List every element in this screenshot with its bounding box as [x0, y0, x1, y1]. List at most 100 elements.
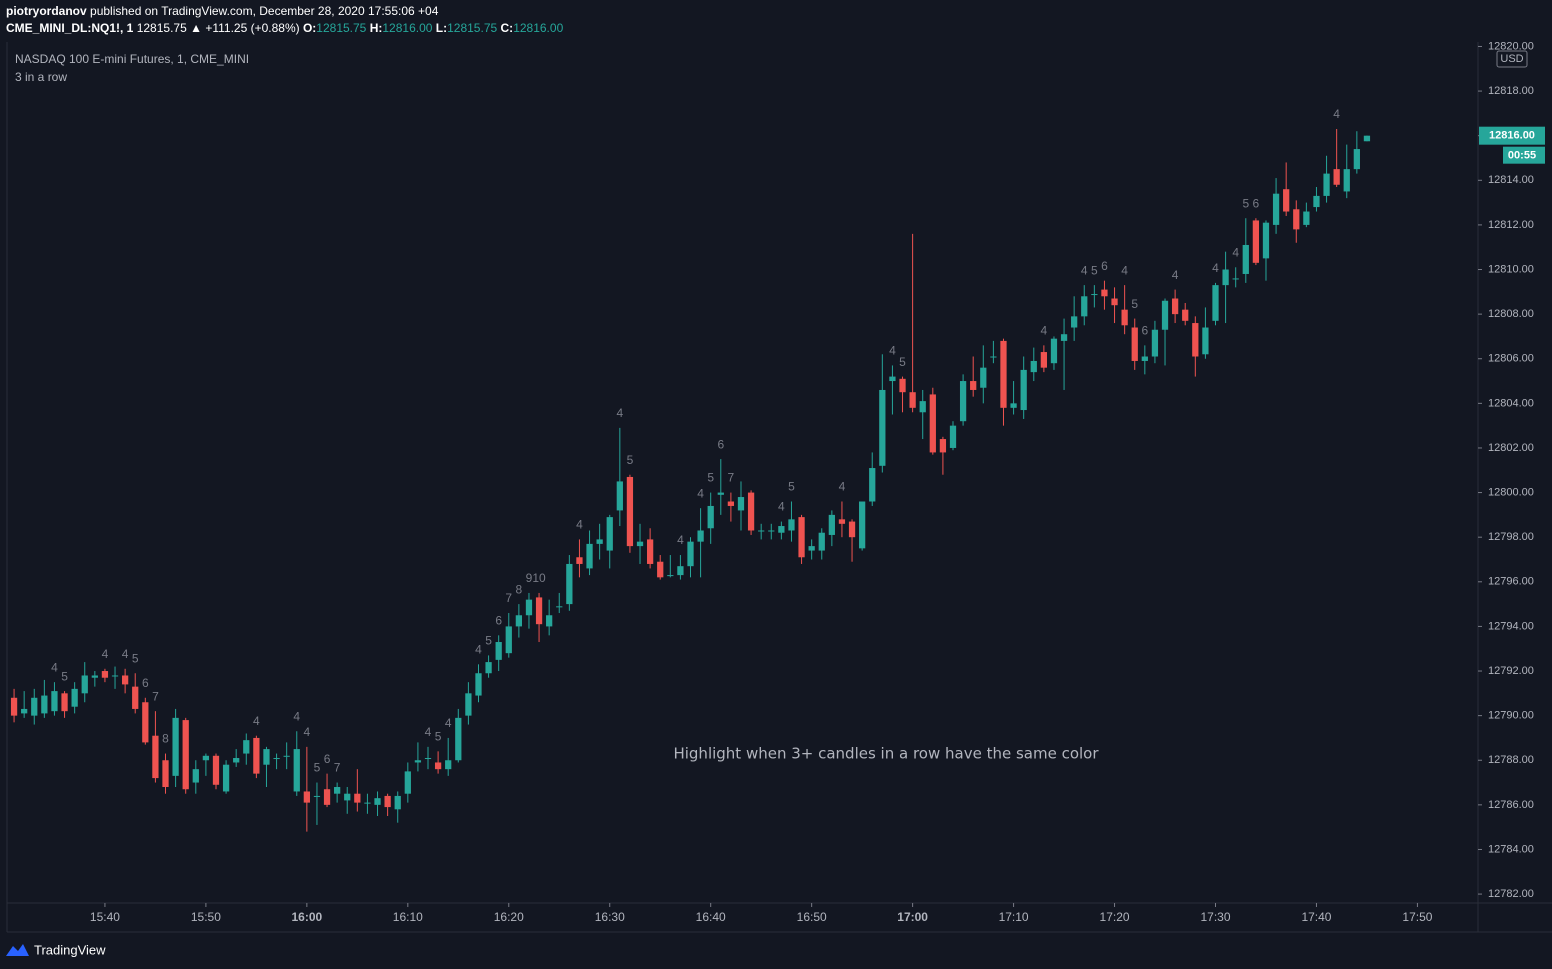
chart-title: NASDAQ 100 E-mini Futures, 1, CME_MINI	[15, 52, 249, 66]
count-label: 5	[132, 651, 139, 665]
x-tick-label: 17:30	[1200, 910, 1230, 924]
candle-body	[182, 720, 189, 790]
candle-body	[61, 693, 68, 712]
x-tick-label: 16:20	[494, 910, 524, 924]
candle-body	[222, 764, 230, 792]
candle-body	[768, 530, 775, 532]
candle-body	[465, 693, 472, 716]
count-label: 7	[728, 471, 735, 485]
candle-body	[939, 439, 947, 453]
candle-body	[243, 740, 250, 754]
count-label: 4	[1212, 261, 1219, 275]
candle-body	[374, 798, 381, 805]
count-label: 4	[1121, 263, 1128, 277]
candle-body	[525, 599, 533, 616]
candle-body	[566, 563, 573, 605]
candle-body	[758, 530, 765, 532]
candle-body	[919, 401, 926, 413]
candle-body	[606, 517, 613, 551]
candle-body	[636, 541, 644, 547]
x-tick-label: 16:40	[696, 910, 726, 924]
candle-body	[212, 755, 220, 785]
candle-body	[727, 501, 735, 506]
logo: TradingView	[6, 942, 106, 957]
candle-body	[1313, 195, 1320, 208]
candle-body	[616, 481, 623, 511]
y-tick-label: 12804.00	[1488, 397, 1534, 409]
candle-body	[121, 675, 129, 685]
candle-body	[949, 425, 957, 448]
candle-body	[202, 755, 210, 761]
y-tick-label: 12792.00	[1488, 665, 1534, 677]
count-label: 4	[122, 647, 129, 661]
currency: USD	[1500, 53, 1523, 65]
y-tick-label: 12782.00	[1488, 888, 1534, 900]
x-tick-label: 15:50	[191, 910, 221, 924]
low-value: 12815.75	[447, 21, 497, 35]
candle-body	[879, 389, 886, 466]
candle-body	[1071, 316, 1078, 328]
candle-body	[51, 691, 58, 712]
count-label: 5	[61, 669, 68, 683]
candle-body	[687, 541, 694, 567]
count-label: 4	[425, 725, 432, 739]
logo-icon	[6, 944, 29, 956]
candle-body	[677, 566, 684, 576]
candle-body	[334, 787, 341, 794]
count-label: 6	[1101, 259, 1108, 273]
candle-body	[1222, 269, 1229, 286]
candle-body	[1111, 298, 1118, 306]
candle-body	[364, 802, 371, 804]
count-label: 5	[707, 471, 714, 485]
count-label: 4	[304, 725, 311, 739]
count-label: 8	[516, 582, 523, 596]
candle-body	[1161, 300, 1169, 330]
change: ▲ +111.25 (+0.88%)	[190, 21, 300, 35]
candle-body	[1252, 220, 1260, 263]
candle-body	[798, 517, 805, 558]
indicator-name: 3 in a row	[15, 70, 67, 84]
x-tick-label: 17:40	[1301, 910, 1331, 924]
candle-body	[1060, 334, 1068, 341]
candle-body	[1212, 285, 1219, 321]
y-tick-label: 12784.00	[1488, 843, 1534, 855]
count-label: 4	[839, 480, 846, 494]
candle-body	[778, 526, 785, 533]
candle-body	[1030, 360, 1037, 373]
candle-body	[1343, 169, 1350, 192]
y-tick-label: 12786.00	[1488, 799, 1534, 811]
candle-body	[263, 749, 270, 765]
candle-body	[737, 497, 745, 511]
candle-body	[111, 675, 119, 677]
y-tick-label: 12808.00	[1488, 308, 1534, 320]
candle-body	[31, 697, 38, 716]
candle-body	[697, 530, 704, 542]
candle-body	[303, 791, 310, 803]
candle-body	[848, 521, 856, 538]
candle-body	[1131, 327, 1138, 361]
high-label: H:	[370, 21, 383, 35]
candle-body	[546, 615, 553, 627]
candle-body	[1000, 340, 1007, 408]
open-value: 12815.75	[316, 21, 366, 35]
candle-body	[909, 392, 916, 408]
count-label: 4	[293, 709, 300, 723]
count-label: 6	[1141, 324, 1148, 338]
symbol-line: CME_MINI_DL:NQ1!, 1 12815.75 ▲ +111.25 (…	[6, 21, 564, 35]
candle-body	[1151, 329, 1159, 357]
candle-body	[394, 795, 401, 810]
candle-body	[132, 686, 139, 709]
candle-body	[576, 557, 583, 564]
count-label: 4	[253, 714, 260, 728]
candle-body	[424, 758, 432, 760]
count-label: 4	[102, 647, 109, 661]
published: published on TradingView.com, December 2…	[90, 4, 439, 18]
candle-body	[1323, 173, 1330, 196]
count-label: 4	[1232, 245, 1239, 259]
count-label: 7	[505, 591, 512, 605]
candle-body	[41, 695, 48, 714]
candle-body	[838, 519, 846, 524]
candle-body	[596, 539, 603, 544]
